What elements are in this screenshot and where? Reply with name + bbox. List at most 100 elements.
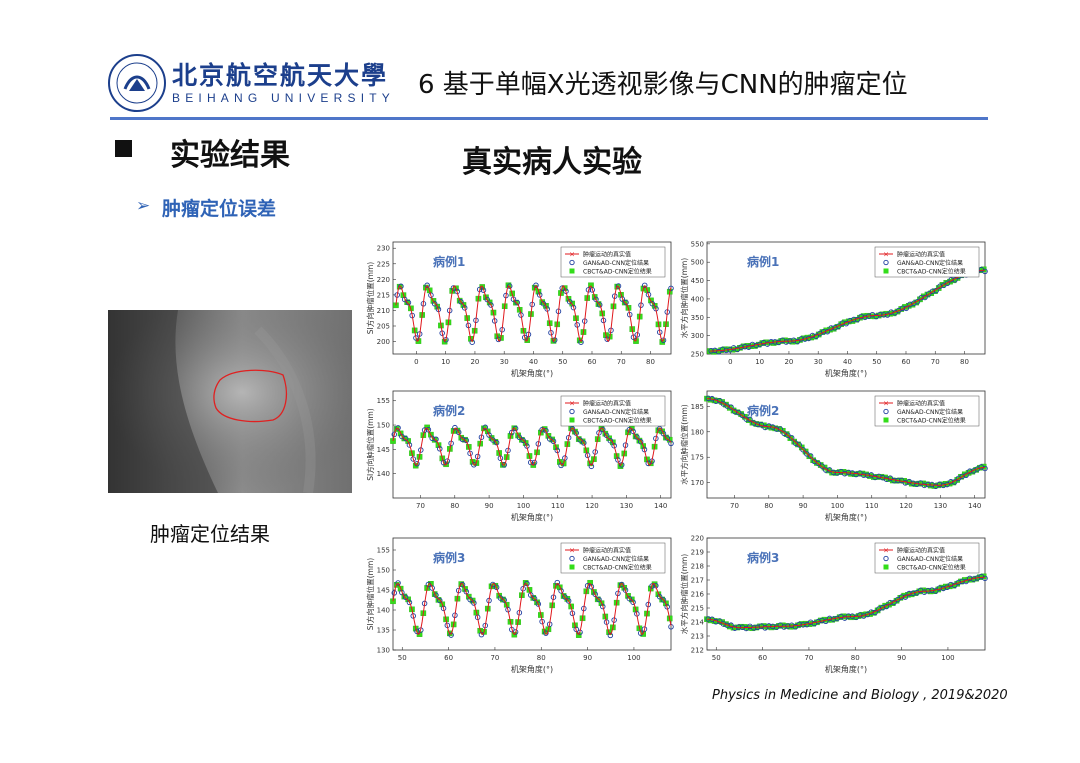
gan-ad-cnn-point [570, 304, 577, 311]
gan-ad-cnn-point [431, 301, 438, 307]
gan-ad-cnn-point [921, 482, 928, 489]
x-tick-label: 0 [728, 358, 732, 366]
legend-marker: × [883, 400, 889, 408]
y-axis-label: 水平方向肿瘤位置(mm) [679, 258, 689, 339]
gan-ad-cnn-point [424, 282, 430, 289]
gan-ad-cnn-point [794, 338, 801, 345]
gan-ad-cnn-point [482, 424, 488, 431]
x-tick-label: 20 [784, 358, 793, 366]
title-divider [110, 117, 988, 120]
gan-ad-cnn-point [398, 283, 404, 290]
gan-ad-cnn-point [596, 302, 603, 308]
gan-ad-cnn-point [531, 459, 538, 466]
legend-label: GAN&AD-CNN定位结果 [897, 259, 963, 267]
gan-ad-cnn-point [455, 429, 462, 436]
legend-swatch-gan [569, 555, 575, 562]
gan-ad-cnn-point [514, 299, 520, 306]
legend-label: 肿瘤运动的真实值 [897, 546, 945, 554]
gan-ad-cnn-point [459, 436, 466, 443]
x-tick-label: 70 [490, 654, 499, 662]
y-tick-label: 225 [377, 260, 390, 268]
subsection-title: 肿瘤定位误差 [162, 198, 277, 220]
legend-marker: × [569, 400, 575, 408]
x-tick-label: 100 [831, 502, 844, 510]
gan-ad-cnn-point [543, 427, 549, 434]
gan-ad-cnn-point [452, 424, 458, 431]
y-axis-label: SI方向肿瘤位置(mm) [365, 262, 375, 335]
legend-swatch-cbct [569, 564, 575, 570]
y-tick-label: 213 [691, 633, 704, 641]
ground-truth-line [392, 427, 672, 467]
y-tick-label: 185 [691, 403, 704, 411]
gan-ad-cnn-point [788, 435, 795, 441]
gan-ad-cnn-point [668, 440, 674, 447]
x-tick-label: 80 [646, 358, 655, 366]
legend-label: 肿瘤运动的真实值 [583, 546, 631, 554]
y-tick-label: 400 [691, 295, 704, 303]
gan-ad-cnn-point [405, 299, 412, 306]
y-axis-label: SI方向肿瘤位置(mm) [365, 408, 375, 481]
plot-frame [706, 537, 986, 651]
x-tick-label: 120 [899, 502, 912, 510]
gan-ad-cnn-point [749, 341, 756, 348]
gan-ad-cnn-point [739, 412, 746, 419]
y-tick-label: 210 [377, 307, 390, 315]
gan-ad-cnn-point [540, 300, 547, 307]
cbct-ad-cnn-point [821, 464, 828, 471]
gan-ad-cnn-point [929, 288, 936, 295]
gan-ad-cnn-point [569, 426, 576, 432]
case-label: 病例2 [433, 403, 465, 418]
gan-ad-cnn-point [785, 432, 791, 439]
legend-label: CBCT&AD-CNN定位结果 [583, 563, 652, 571]
gan-ad-cnn-point [425, 426, 432, 433]
x-tick-label: 10 [441, 358, 450, 366]
tumor-contour [213, 369, 287, 423]
y-tick-label: 130 [377, 647, 390, 655]
arrow-bullet-icon: ➢ [136, 196, 151, 216]
gan-ad-cnn-point [592, 591, 598, 597]
gan-ad-cnn-point [853, 614, 859, 621]
y-axis-label: 水平方向肿瘤位置(mm) [679, 404, 689, 485]
legend-box [560, 246, 666, 278]
gan-ad-cnn-point [501, 597, 507, 603]
legend-marker: × [569, 547, 575, 555]
legend-swatch-cbct [569, 268, 575, 274]
gan-ad-cnn-point [732, 625, 738, 631]
gan-ad-cnn-point [618, 581, 625, 588]
gan-ad-cnn-point [944, 280, 951, 286]
gan-ad-cnn-point [800, 446, 806, 453]
gan-ad-cnn-point [600, 603, 606, 610]
x-tick-label: 90 [583, 654, 592, 662]
y-tick-label: 135 [377, 627, 390, 635]
gan-ad-cnn-point [471, 600, 477, 606]
y-tick-label: 145 [377, 446, 390, 454]
gan-ad-cnn-point [649, 300, 655, 307]
x-axis-label: 机架角度(°) [511, 664, 553, 674]
gan-ad-cnn-point [589, 287, 595, 293]
legend-swatch-cbct [883, 417, 889, 423]
gan-ad-cnn-point [577, 437, 583, 443]
legend-marker: × [883, 251, 889, 259]
legend-label: GAN&AD-CNN定位结果 [583, 259, 649, 267]
y-tick-label: 200 [377, 338, 390, 346]
gan-ad-cnn-point [623, 299, 629, 306]
university-seal-logo [108, 54, 166, 112]
y-tick-label: 218 [691, 563, 704, 571]
gan-ad-cnn-point [437, 446, 443, 452]
y-tick-label: 350 [691, 314, 704, 322]
ground-truth-line [392, 582, 672, 636]
legend-swatch-gan [883, 408, 889, 415]
y-tick-label: 145 [377, 587, 390, 595]
cbct-ad-cnn-point [575, 632, 582, 638]
x-tick-label: 40 [843, 358, 852, 366]
gan-ad-cnn-point [501, 462, 507, 468]
gan-ad-cnn-point [581, 440, 587, 446]
gan-ad-cnn-point [573, 430, 579, 436]
gan-ad-cnn-point [660, 597, 667, 603]
ground-truth-line [706, 398, 986, 486]
gan-ad-cnn-point [641, 626, 648, 632]
legend-box [560, 395, 666, 427]
gan-ad-cnn-point [819, 463, 825, 469]
x-tick-label: 10 [755, 358, 764, 366]
gan-ad-cnn-point [461, 305, 468, 311]
